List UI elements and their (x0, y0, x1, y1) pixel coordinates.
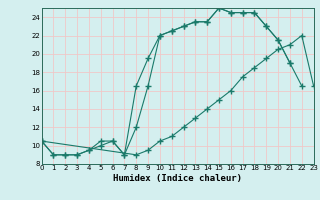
X-axis label: Humidex (Indice chaleur): Humidex (Indice chaleur) (113, 174, 242, 183)
